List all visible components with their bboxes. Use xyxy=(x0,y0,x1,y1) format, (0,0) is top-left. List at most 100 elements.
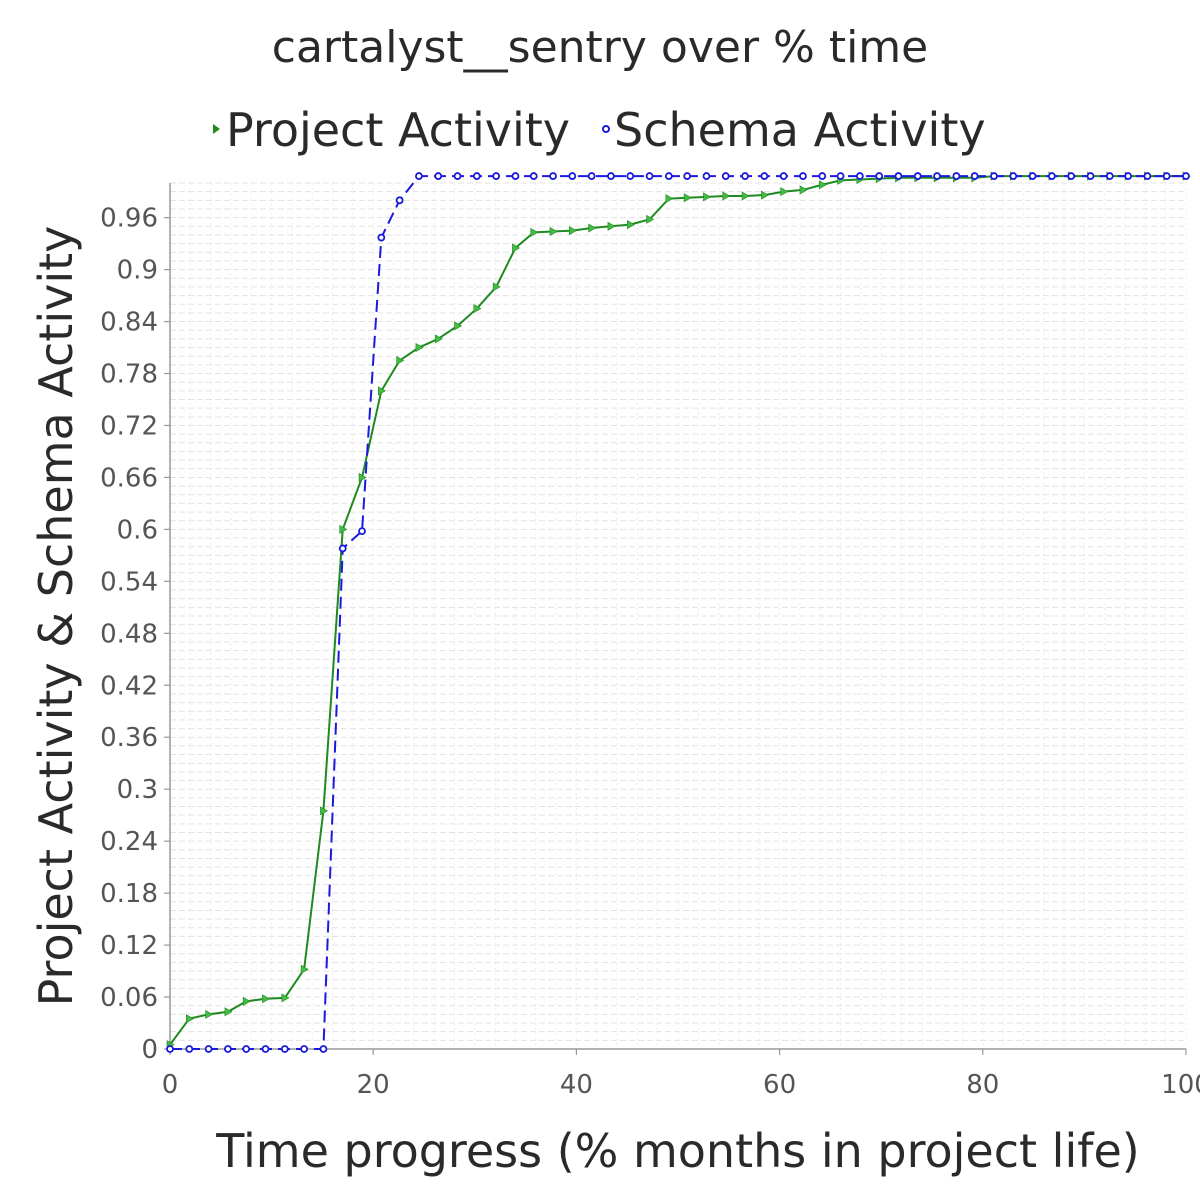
data-point-schema-activity xyxy=(358,527,366,536)
data-point-project-activity xyxy=(205,1009,214,1019)
data-point-project-activity xyxy=(741,191,750,201)
data-point-schema-activity xyxy=(779,172,788,180)
data-point-schema-activity xyxy=(626,172,635,180)
data-point-project-activity xyxy=(703,192,712,202)
data-point-schema-activity xyxy=(511,172,520,180)
data-point-schema-activity xyxy=(300,1045,309,1053)
data-point-schema-activity xyxy=(607,172,615,180)
data-point-schema-activity xyxy=(395,196,404,205)
data-point-project-activity xyxy=(683,193,692,203)
data-point-schema-activity xyxy=(1182,172,1190,180)
data-point-schema-activity xyxy=(970,172,979,180)
data-point-schema-activity xyxy=(894,172,903,180)
tick-labels: 0 0.06 0.12 0.18 0.24 0.3 0.36 0.42 0.48 0.54 0.6 0… xyxy=(100,204,1200,1100)
data-point-project-activity xyxy=(780,187,789,197)
data-point-project-activity xyxy=(396,356,405,366)
data-point-schema-activity xyxy=(280,1045,289,1053)
data-point-schema-activity xyxy=(741,172,749,180)
data-point-project-activity xyxy=(588,223,597,233)
x-tick-label: 60 xyxy=(763,1070,796,1100)
x-tick-label: 20 xyxy=(357,1070,390,1100)
y-tick-label: 0 xyxy=(141,1035,158,1065)
y-tick-label: 0.78 xyxy=(100,360,158,390)
y-tick-label: 0.42 xyxy=(100,671,158,701)
data-point-schema-activity xyxy=(875,172,884,180)
y-tick-label: 0.24 xyxy=(100,827,158,857)
data-point-schema-activity xyxy=(529,172,538,180)
data-point-schema-activity xyxy=(1028,172,1037,180)
legend-marker-schema-activity xyxy=(602,125,610,133)
data-point-schema-activity xyxy=(702,172,711,180)
axes xyxy=(164,183,1187,1055)
y-tick-label: 0.36 xyxy=(100,723,158,753)
grid xyxy=(169,182,1187,1050)
data-point-schema-activity xyxy=(472,172,481,180)
data-point-project-activity xyxy=(799,185,808,195)
legend-marker-project-activity xyxy=(213,124,220,134)
data-point-project-activity xyxy=(434,334,443,344)
data-point-schema-activity xyxy=(434,172,443,180)
data-point-project-activity xyxy=(512,243,521,253)
legend-label-project-activity: Project Activity xyxy=(226,103,570,157)
y-tick-label: 0.66 xyxy=(100,463,158,493)
y-tick-label: 0.9 xyxy=(117,256,158,286)
data-point-schema-activity xyxy=(242,1045,251,1053)
data-point-schema-activity xyxy=(415,172,423,180)
y-tick-label: 0.96 xyxy=(100,204,158,234)
data-point-schema-activity xyxy=(492,172,501,180)
plot-area xyxy=(166,171,1191,1053)
data-point-project-activity xyxy=(224,1007,233,1017)
x-tick-label: 0 xyxy=(162,1070,179,1100)
data-point-schema-activity xyxy=(933,172,941,180)
data-point-schema-activity xyxy=(990,172,998,180)
y-tick-label: 0.72 xyxy=(100,411,158,441)
data-point-schema-activity xyxy=(855,172,864,180)
data-point-project-activity xyxy=(320,806,329,816)
data-point-schema-activity xyxy=(836,172,845,180)
legend: Project Activity Schema Activity xyxy=(213,103,986,157)
data-point-schema-activity xyxy=(224,1045,232,1053)
data-point-project-activity xyxy=(242,996,251,1006)
y-tick-label: 0.6 xyxy=(117,515,158,545)
data-point-schema-activity xyxy=(1047,172,1056,180)
data-point-project-activity xyxy=(454,321,463,331)
data-point-schema-activity xyxy=(818,172,827,180)
x-tick-label: 100 xyxy=(1161,1070,1200,1100)
data-point-schema-activity xyxy=(721,172,730,180)
y-tick-label: 0.3 xyxy=(117,775,158,805)
data-point-schema-activity xyxy=(377,233,386,242)
data-point-project-activity xyxy=(492,282,501,292)
data-point-schema-activity xyxy=(683,172,692,180)
y-tick-label: 0.18 xyxy=(100,879,158,909)
data-point-project-activity xyxy=(626,220,635,230)
data-point-project-activity xyxy=(530,227,539,237)
data-point-project-activity xyxy=(607,221,616,231)
data-point-schema-activity xyxy=(338,544,347,553)
data-point-project-activity xyxy=(473,304,482,314)
data-point-project-activity xyxy=(569,226,577,236)
data-point-project-activity xyxy=(358,472,367,482)
data-point-schema-activity xyxy=(1124,172,1132,180)
legend-label-schema-activity: Schema Activity xyxy=(614,103,986,157)
data-point-project-activity xyxy=(415,343,424,353)
y-tick-label: 0.48 xyxy=(100,619,158,649)
data-point-schema-activity xyxy=(1009,172,1018,180)
data-point-project-activity xyxy=(186,1014,194,1024)
data-point-schema-activity xyxy=(166,1045,174,1053)
data-point-schema-activity xyxy=(799,172,807,180)
y-axis-title: Project Activity & Schema Activity xyxy=(29,226,83,1007)
data-point-project-activity xyxy=(646,214,655,224)
data-point-project-activity xyxy=(262,994,271,1004)
data-point-schema-activity xyxy=(1067,172,1076,180)
data-point-schema-activity xyxy=(185,1045,194,1053)
y-tick-label: 0.06 xyxy=(100,983,158,1013)
y-tick-label: 0.12 xyxy=(100,931,158,961)
data-point-schema-activity xyxy=(1086,172,1095,180)
data-point-schema-activity xyxy=(952,172,961,180)
x-axis-title: Time progress (% months in project life) xyxy=(215,1124,1139,1178)
data-point-schema-activity xyxy=(645,172,654,180)
data-point-schema-activity xyxy=(204,1045,213,1053)
y-tick-label: 0.54 xyxy=(100,567,158,597)
x-tick-label: 40 xyxy=(560,1070,593,1100)
